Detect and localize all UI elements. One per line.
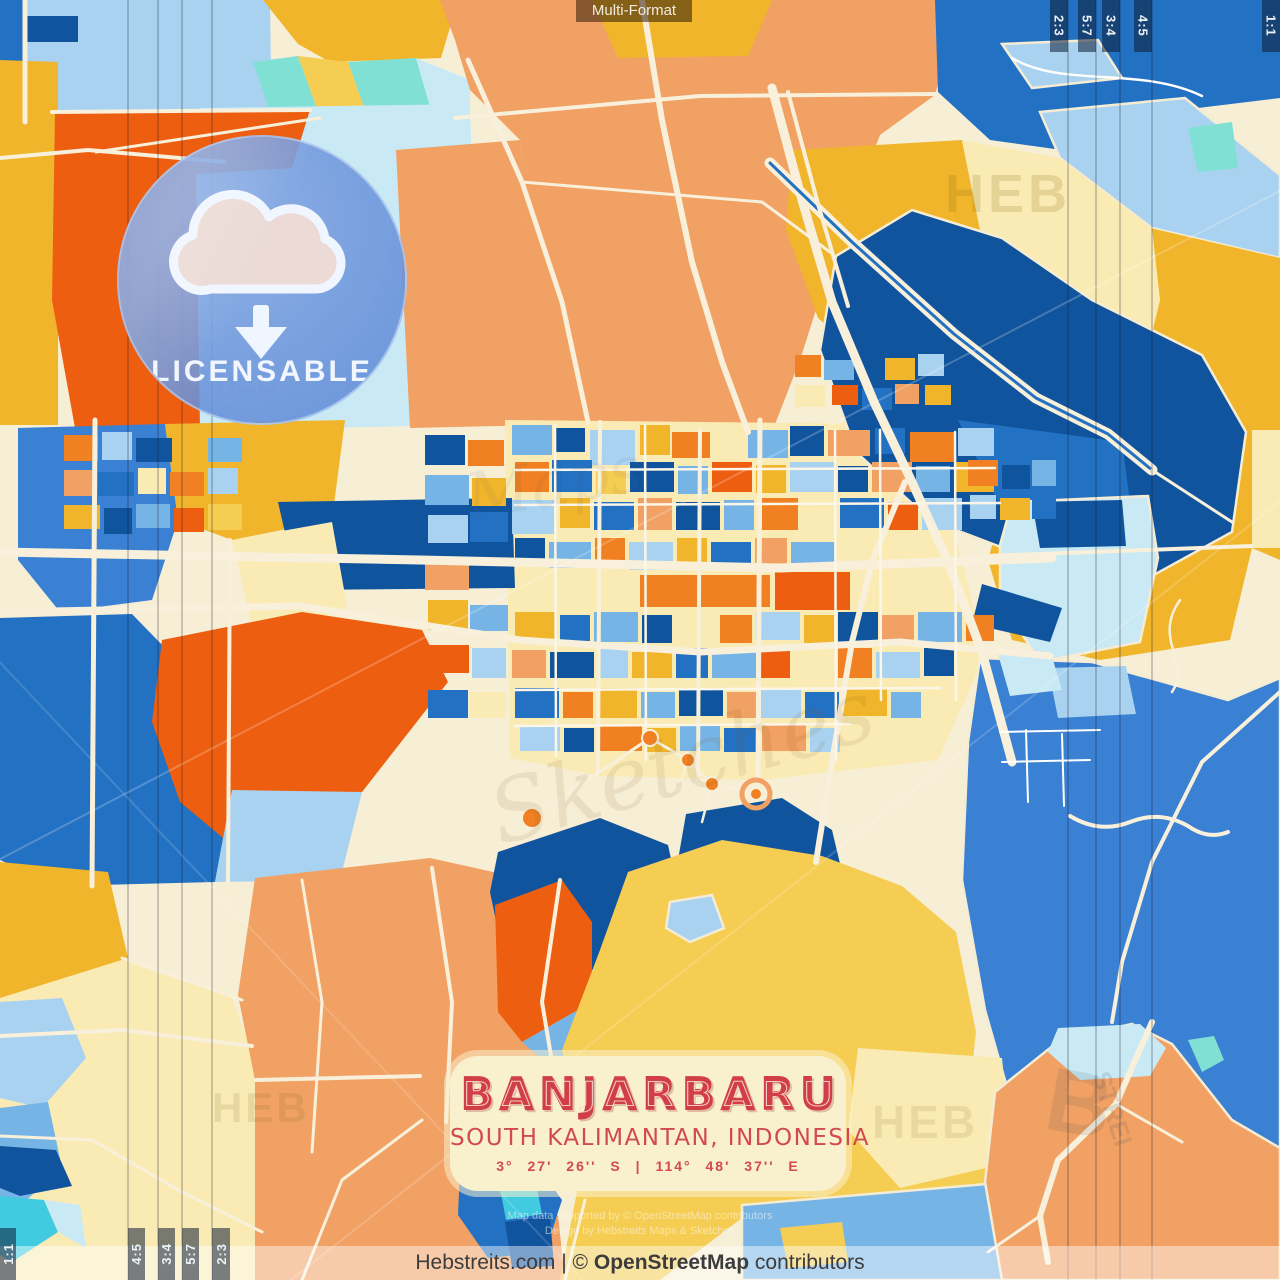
svg-text:HEB: HEB (945, 164, 1071, 224)
ratio-strip-2-3: 2:3 (212, 1228, 230, 1280)
ratio-strip-3-4: 3:4 (158, 1228, 175, 1280)
ratio-strip-label: 1:1 (0, 1243, 16, 1265)
ratio-strip-label: 3:4 (159, 1243, 174, 1265)
ratio-strip-label: 4:5 (1135, 15, 1151, 37)
ratio-strip-4-5: 4:5 (1134, 0, 1152, 52)
ratio-strip-label: 4:5 (129, 1243, 144, 1265)
ratio-strip-label: 1:1 (1263, 15, 1279, 37)
ratio-strip-1-1: 1:1 (0, 1228, 16, 1280)
licensable-badge[interactable]: LICENSABLE (117, 135, 407, 425)
ratio-strip-label: 3:4 (1103, 15, 1119, 37)
footer-site-link[interactable]: Hebstreits.com | © (415, 1251, 594, 1274)
svg-text:HEB: HEB (872, 1096, 978, 1148)
ratio-strip-1-1: 1:1 (1262, 0, 1280, 52)
ratio-strip-5-7: 5:7 (1078, 0, 1096, 52)
ratio-strip-5-7: 5:7 (182, 1228, 199, 1280)
credits-line2: Design by Hebstreits Maps & Sketches (544, 1225, 736, 1237)
format-tag: Multi-Format (576, 0, 692, 22)
footer-osm-link[interactable]: OpenStreetMap (593, 1251, 750, 1274)
ratio-strip-label: 5:7 (183, 1243, 198, 1265)
credits-line1: Map data supported by © OpenStreetMap co… (507, 1210, 773, 1222)
coordinates: 3° 27' 26'' S | 114° 48' 37'' E (496, 1158, 800, 1174)
ratio-strip-label: 5:7 (1079, 15, 1095, 37)
ratio-strip-3-4: 3:4 (1102, 0, 1120, 52)
badge-label: LICENSABLE (151, 355, 373, 388)
footer-suffix: contributors (749, 1251, 865, 1274)
map-credits: Map data supported by © OpenStreetMap co… (0, 1209, 1280, 1239)
ratio-strip-4-5: 4:5 (128, 1228, 145, 1280)
ratio-strip-label: 2:3 (1051, 15, 1067, 37)
ratio-strip-2-3: 2:3 (1050, 0, 1068, 52)
region-subtitle: SOUTH KALIMANTAN, INDONESIA (450, 1125, 870, 1151)
svg-text:HEB: HEB (212, 1084, 310, 1131)
ratio-strip-label: 2:3 (213, 1243, 229, 1265)
